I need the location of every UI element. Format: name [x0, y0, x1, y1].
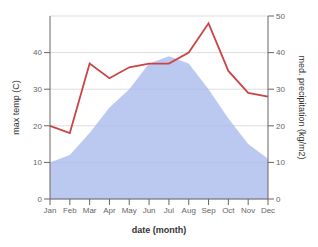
svg-text:50: 50 — [276, 12, 285, 21]
svg-text:30: 30 — [33, 85, 42, 94]
svg-text:30: 30 — [276, 85, 285, 94]
svg-text:Jul: Jul — [164, 206, 174, 215]
svg-text:Apr: Apr — [103, 206, 116, 215]
svg-text:10: 10 — [276, 158, 285, 167]
svg-text:20: 20 — [33, 122, 42, 131]
svg-text:Jan: Jan — [44, 206, 57, 215]
svg-text:Dec: Dec — [261, 206, 275, 215]
svg-text:0: 0 — [276, 195, 281, 204]
svg-text:0: 0 — [38, 195, 43, 204]
svg-text:Sep: Sep — [201, 206, 216, 215]
svg-text:Jun: Jun — [143, 206, 156, 215]
svg-text:20: 20 — [276, 122, 285, 131]
svg-text:Aug: Aug — [182, 206, 196, 215]
svg-text:Mar: Mar — [83, 206, 97, 215]
svg-text:Nov: Nov — [241, 206, 255, 215]
svg-text:max temp (C): max temp (C) — [11, 80, 21, 135]
svg-text:med. precipitation (kg/m2): med. precipitation (kg/m2) — [297, 55, 307, 159]
svg-text:Oct: Oct — [222, 206, 235, 215]
svg-text:10: 10 — [33, 158, 42, 167]
svg-text:40: 40 — [276, 48, 285, 57]
svg-text:40: 40 — [33, 48, 42, 57]
svg-text:Feb: Feb — [63, 206, 77, 215]
svg-text:date (month): date (month) — [132, 225, 187, 235]
svg-text:May: May — [122, 206, 137, 215]
